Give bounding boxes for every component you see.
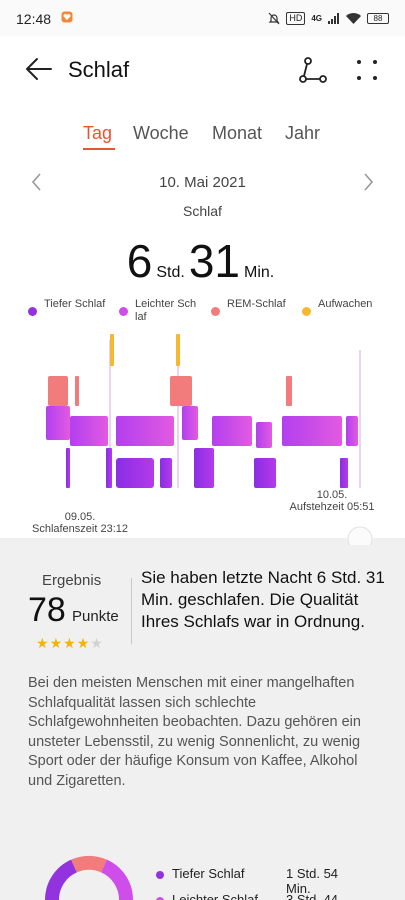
score-value: 78	[28, 591, 66, 629]
breakdown-row-deep: Tiefer Schlaf 1 Std. 54 Min.	[156, 866, 366, 896]
legend-dot	[211, 307, 220, 316]
legend-label: Tiefer Schlaf	[44, 298, 106, 310]
battery-icon: 88	[367, 12, 389, 24]
score-label: Ergebnis	[42, 572, 102, 589]
wake-text: Aufstehzeit 05:51	[289, 501, 375, 513]
awake-segments	[110, 334, 180, 366]
rem-segments	[48, 376, 292, 406]
wifi-icon	[346, 12, 361, 24]
stage-name: Tiefer Schlaf	[172, 866, 245, 881]
back-arrow-icon[interactable]	[24, 56, 54, 82]
stage-duration: 1 Std. 54 Min.	[286, 866, 339, 896]
tab-active-indicator	[83, 148, 115, 150]
duration-hours-unit: Std.	[156, 264, 185, 281]
star-icon: ★	[36, 635, 50, 651]
bedtime-label: 09.05. Schlafenszeit 23:12	[28, 511, 132, 535]
mute-icon	[268, 12, 280, 24]
wake-date: 10.05.	[316, 489, 348, 501]
stage-dot	[156, 871, 164, 879]
score-unit: Punkte	[72, 608, 119, 625]
legend-label: REM-Schlaf	[227, 298, 286, 310]
bedtime-date: 09.05.	[64, 511, 96, 523]
sleep-legend: Tiefer Schlaf Leichter Schlaf REM-Schlaf…	[0, 298, 405, 328]
period-tabs: Tag Woche Monat Jahr	[0, 120, 405, 154]
chevron-left-icon[interactable]	[28, 172, 46, 192]
sleep-breakdown-donut	[44, 855, 134, 900]
duration-minutes-unit: Min.	[244, 264, 275, 281]
sleep-advice-text: Bei den meisten Menschen mit einer mange…	[28, 675, 361, 789]
chevron-right-icon[interactable]	[359, 172, 377, 192]
legend-dot	[28, 307, 37, 316]
network-type: 4G	[311, 13, 322, 23]
stage-duration: 3 Std. 44 Min.	[286, 892, 339, 900]
score-description: Sie haben letzte Nacht 6 Std. 31 Min. ge…	[141, 568, 385, 631]
date-label: 10. Mai 2021	[159, 174, 246, 191]
star-rating: ★★★★★	[36, 635, 104, 652]
sleep-stage-chart	[46, 334, 361, 488]
health-heart-icon	[61, 11, 73, 23]
star-empty-icon: ★	[90, 635, 104, 651]
score-divider	[131, 578, 132, 644]
tab-day[interactable]: Tag	[83, 123, 113, 143]
panel-handle	[347, 526, 373, 545]
tab-year[interactable]: Jahr	[285, 123, 321, 143]
duration-hours: 6	[126, 235, 153, 287]
stage-name: Leichter Schlaf	[172, 892, 258, 900]
date-navigation: 10. Mai 2021	[0, 170, 405, 196]
signal-icon	[328, 12, 339, 24]
data-type-label: Schlaf	[183, 203, 222, 219]
legend-dot	[302, 307, 311, 316]
legend-dot	[119, 307, 128, 316]
more-options-icon[interactable]	[355, 58, 379, 82]
sleep-duration: 6 Std.31 Min.	[0, 234, 405, 288]
duration-minutes: 31	[188, 235, 240, 287]
tab-month[interactable]: Monat	[212, 123, 263, 143]
legend-label: Aufwachen	[318, 298, 373, 310]
share-icon[interactable]	[299, 56, 327, 84]
result-panel	[0, 538, 405, 900]
stage-dot	[156, 897, 164, 900]
legend-label: Leichter Schlaf	[135, 298, 197, 323]
deep-segments	[66, 448, 348, 488]
star-icon: ★	[63, 635, 77, 651]
status-icons: HD 4G 88	[268, 10, 389, 26]
wake-time-label: 10.05. Aufstehzeit 05:51	[282, 489, 382, 513]
page-title: Schlaf	[68, 57, 130, 82]
app-header: Schlaf	[0, 36, 405, 102]
star-icon: ★	[76, 635, 91, 651]
hd-badge: HD	[286, 11, 306, 25]
bedtime-text: Schlafenszeit 23:12	[31, 523, 128, 535]
star-icon: ★	[49, 635, 64, 651]
light-segments	[46, 406, 358, 448]
tab-week[interactable]: Woche	[133, 123, 189, 143]
status-time: 12:48	[16, 11, 52, 27]
status-bar: 12:48 HD 4G 88	[0, 0, 405, 36]
breakdown-row-light: Leichter Schlaf 3 Std. 44 Min.	[156, 892, 366, 900]
